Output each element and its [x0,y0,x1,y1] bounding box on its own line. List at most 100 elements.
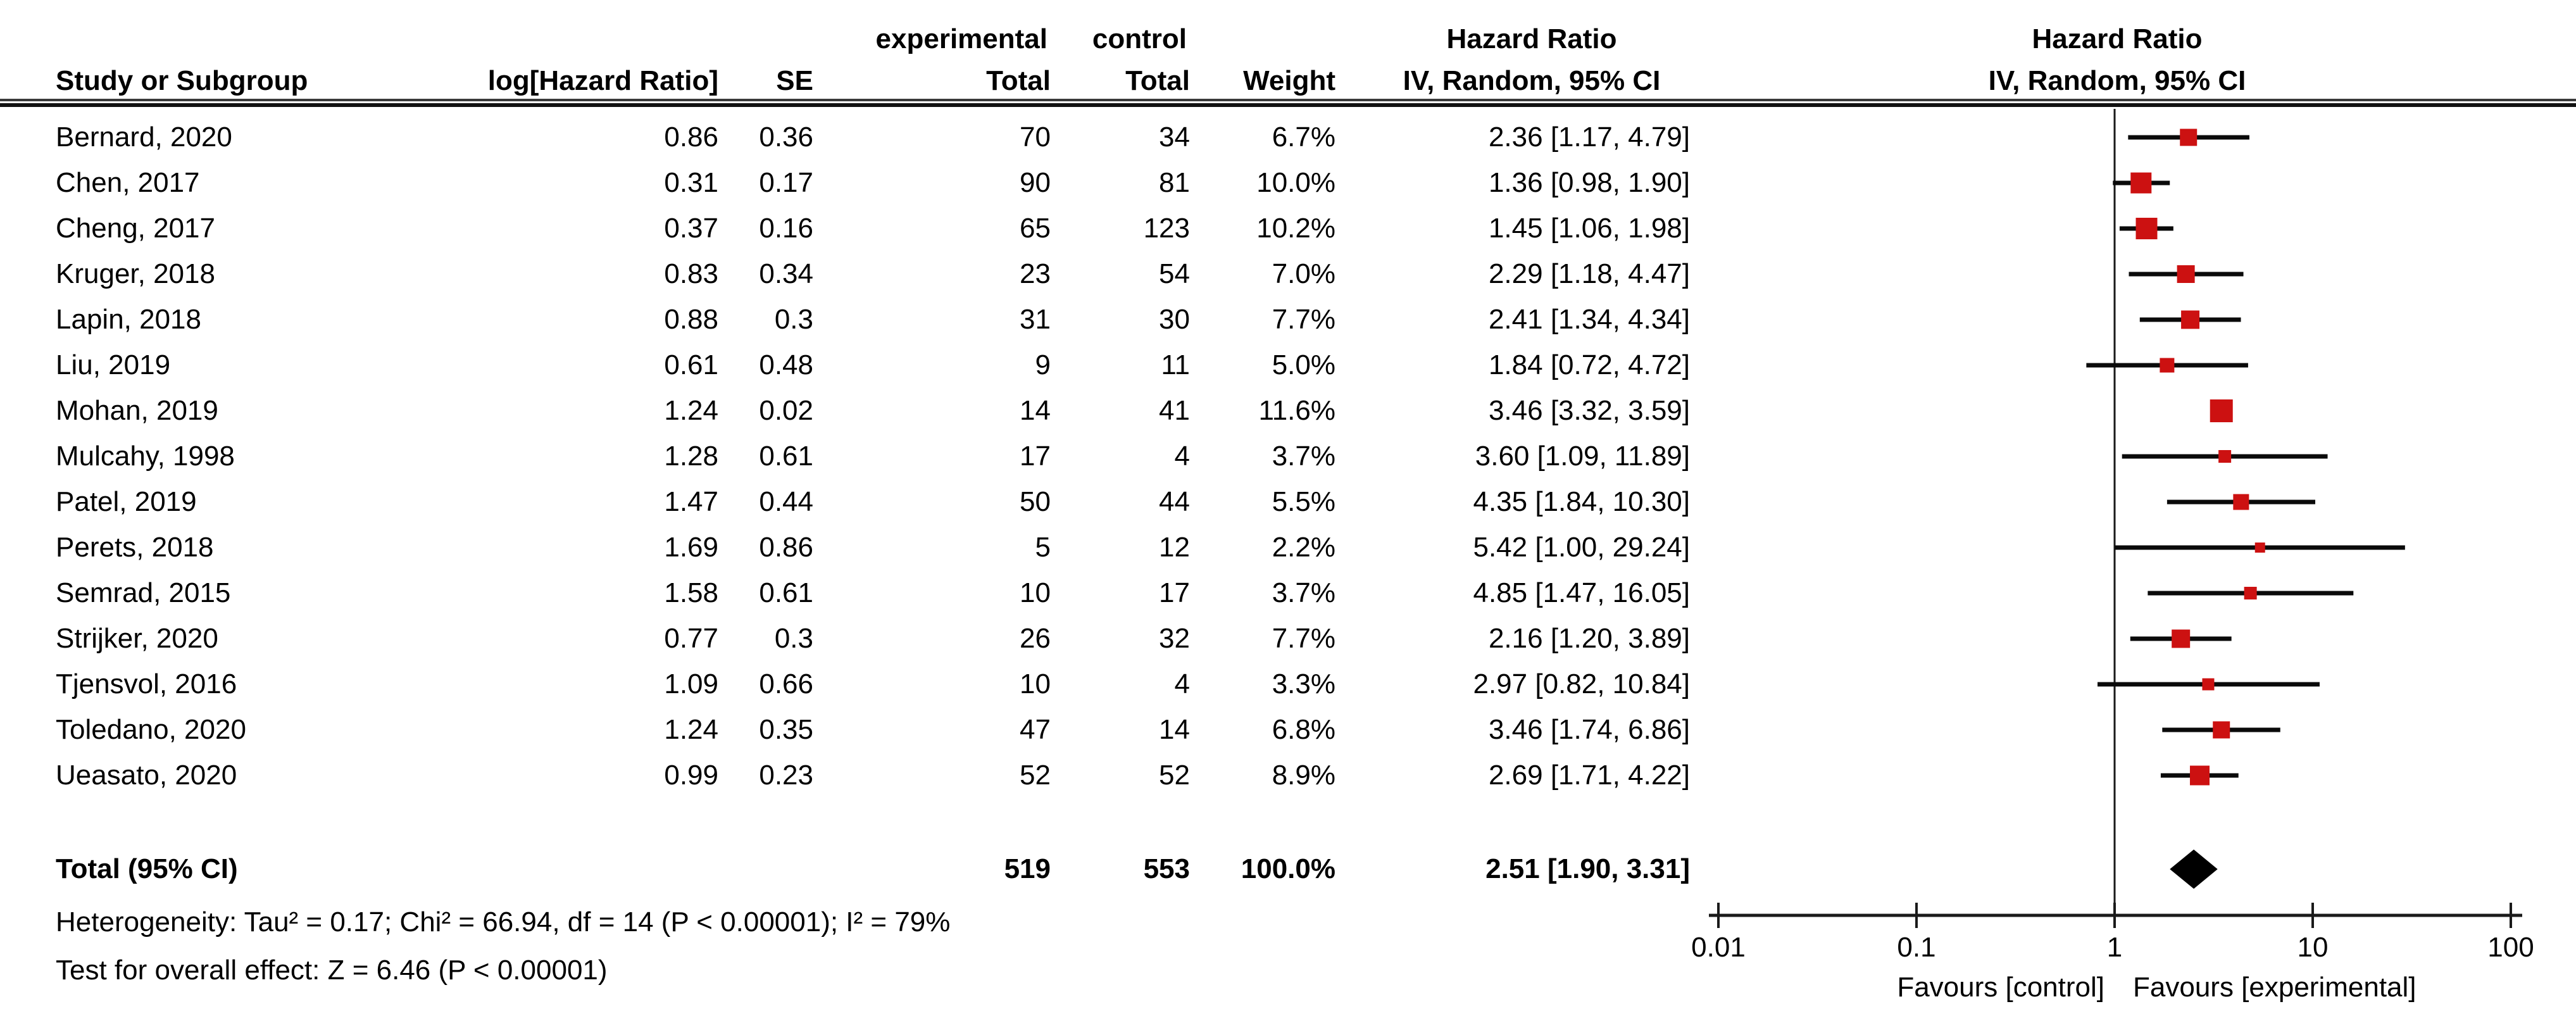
se-value: 0.66 [759,668,813,699]
experimental-total-value: 65 [1020,213,1051,244]
favours-experimental-label: Favours [experimental] [2133,972,2417,1003]
control-total-value: 41 [1159,395,1190,426]
header-se: SE [776,65,813,96]
effect-marker [2190,765,2210,786]
log-hr-value: 0.31 [664,167,718,198]
overall-effect-note: Test for overall effect: Z = 6.46 (P < 0… [56,955,608,986]
se-value: 0.3 [774,623,813,654]
control-total-value: 54 [1159,258,1190,289]
effect-marker [2130,172,2152,194]
weight-value: 5.5% [1272,486,1335,517]
weight-value: 6.8% [1272,714,1335,745]
se-value: 0.61 [759,577,813,608]
ci-text: 2.16 [1.20, 3.89] [1488,623,1690,654]
study-name: Toledano, 2020 [56,714,246,745]
control-total-value: 81 [1159,167,1190,198]
experimental-total-value: 47 [1020,714,1051,745]
log-hr-value: 1.69 [664,532,718,563]
log-hr-value: 0.88 [664,304,718,335]
study-name: Patel, 2019 [56,486,197,517]
experimental-total-value: 26 [1020,623,1051,654]
weight-value: 8.9% [1272,760,1335,791]
control-total-value: 14 [1159,714,1190,745]
weight-value: 10.2% [1256,213,1335,244]
weight-value: 10.0% [1256,167,1335,198]
header-study-or-subgroup: Study or Subgroup [56,65,308,96]
experimental-total-value: 50 [1020,486,1051,517]
weight-value: 7.7% [1272,623,1335,654]
control-total-value: 4 [1174,441,1190,472]
total-experimental: 519 [1004,853,1051,884]
se-value: 0.17 [759,167,813,198]
control-total-value: 4 [1174,668,1190,699]
effect-marker [2244,587,2257,599]
weight-value: 3.3% [1272,668,1335,699]
experimental-total-value: 10 [1020,577,1051,608]
experimental-total-value: 10 [1020,668,1051,699]
log-hr-value: 0.99 [664,760,718,791]
study-name: Tjensvol, 2016 [56,668,237,699]
weight-value: 3.7% [1272,577,1335,608]
study-name: Liu, 2019 [56,349,171,380]
experimental-total-value: 17 [1020,441,1051,472]
header-experimental-group: experimental [875,23,1047,54]
log-hr-value: 0.37 [664,213,718,244]
weight-value: 7.0% [1272,258,1335,289]
control-total-value: 32 [1159,623,1190,654]
effect-marker [2181,310,2200,329]
se-value: 0.36 [759,122,813,153]
log-hr-value: 1.47 [664,486,718,517]
control-total-value: 123 [1143,213,1190,244]
effect-marker [2233,494,2249,510]
effect-marker [2172,629,2191,648]
se-value: 0.86 [759,532,813,563]
effect-marker [2135,218,2158,239]
effect-marker [2202,678,2215,691]
header-rule [0,99,2576,111]
header-control-total: Total [1125,65,1190,96]
experimental-total-value: 31 [1020,304,1051,335]
log-hr-value: 0.61 [664,349,718,380]
study-name: Mohan, 2019 [56,395,218,426]
log-hr-value: 0.86 [664,122,718,153]
ci-text: 4.35 [1.84, 10.30] [1473,486,1690,517]
effect-marker [2254,543,2265,553]
ci-text: 5.42 [1.00, 29.24] [1473,532,1690,563]
effect-marker [2177,265,2195,283]
se-value: 0.3 [774,304,813,335]
se-value: 0.34 [759,258,813,289]
se-value: 0.23 [759,760,813,791]
log-hr-value: 1.09 [664,668,718,699]
control-total-value: 11 [1161,349,1190,380]
experimental-total-value: 14 [1020,395,1051,426]
study-name: Strijker, 2020 [56,623,218,654]
header-hazard-ratio-column: Hazard Ratio [1446,23,1617,54]
axis-tick-label: 0.1 [1897,932,1936,963]
header-iv-random-column: IV, Random, 95% CI [1403,65,1661,96]
log-hr-value: 1.24 [664,395,718,426]
axis-tick-label: 10 [2297,932,2329,963]
axis-tick-label: 1 [2106,932,2123,963]
study-name: Semrad, 2015 [56,577,231,608]
weight-value: 3.7% [1272,441,1335,472]
se-value: 0.35 [759,714,813,745]
log-hr-value: 1.28 [664,441,718,472]
experimental-total-value: 70 [1020,122,1051,153]
study-name: Chen, 2017 [56,167,200,198]
ci-text: 1.45 [1.06, 1.98] [1488,213,1690,244]
total-weight: 100.0% [1241,853,1335,884]
ci-text: 3.60 [1.09, 11.89] [1475,441,1690,472]
weight-value: 11.6% [1258,395,1336,426]
study-name: Bernard, 2020 [56,122,232,153]
ci-text: 1.84 [0.72, 4.72] [1488,349,1690,380]
control-total-value: 44 [1159,486,1190,517]
se-value: 0.48 [759,349,813,380]
ci-text: 2.69 [1.71, 4.22] [1488,760,1690,791]
study-name: Perets, 2018 [56,532,214,563]
total-control: 553 [1143,853,1190,884]
experimental-total-value: 9 [1035,349,1051,380]
header-iv-random-plot: IV, Random, 95% CI [1988,65,2246,96]
study-name: Mulcahy, 1998 [56,441,235,472]
header-weight: Weight [1243,65,1335,96]
